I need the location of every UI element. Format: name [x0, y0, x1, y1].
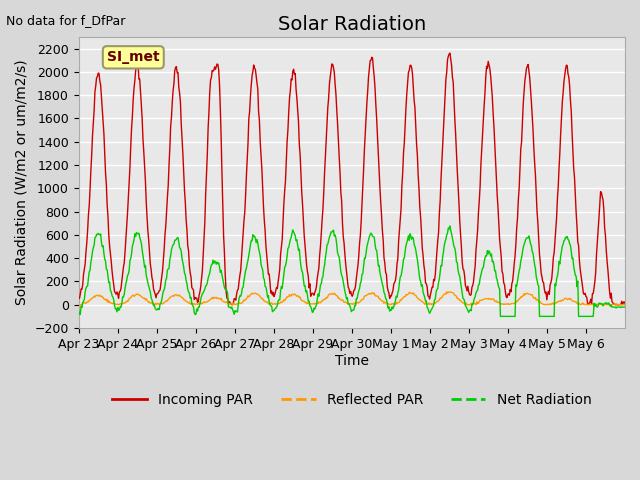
Y-axis label: Solar Radiation (W/m2 or um/m2/s): Solar Radiation (W/m2 or um/m2/s) [15, 60, 29, 305]
Text: No data for f_DfPar: No data for f_DfPar [6, 14, 126, 27]
X-axis label: Time: Time [335, 353, 369, 368]
Text: SI_met: SI_met [107, 50, 159, 64]
Title: Solar Radiation: Solar Radiation [278, 15, 426, 34]
Legend: Incoming PAR, Reflected PAR, Net Radiation: Incoming PAR, Reflected PAR, Net Radiati… [107, 387, 597, 412]
